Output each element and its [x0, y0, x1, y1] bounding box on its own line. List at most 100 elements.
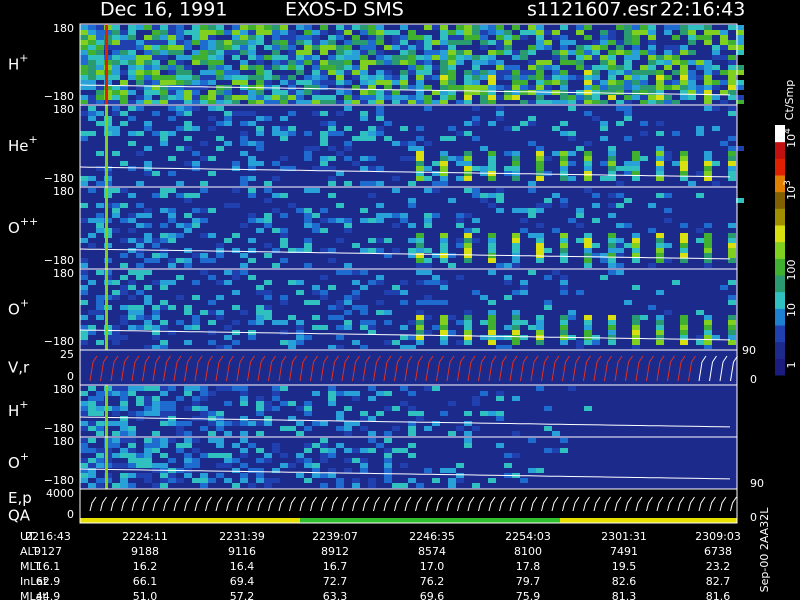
cell: [472, 90, 480, 95]
cell: [424, 263, 432, 268]
cell: [344, 90, 352, 95]
cell: [496, 391, 504, 396]
cell: [288, 60, 296, 65]
cell: [288, 315, 296, 320]
cell: [688, 90, 696, 95]
saw: [373, 355, 381, 382]
cell: [280, 238, 288, 243]
cell: [416, 335, 424, 340]
cell: [624, 25, 632, 30]
cell: [608, 161, 616, 166]
cell: [520, 35, 528, 40]
cell: [648, 25, 656, 30]
cell: [168, 478, 176, 483]
step: [215, 496, 223, 512]
cell: [376, 80, 384, 85]
cell: [360, 60, 368, 65]
colorbar-step: [775, 208, 785, 226]
cell: [184, 85, 192, 90]
cell: [144, 50, 152, 55]
cell: [80, 315, 88, 320]
saw: [677, 355, 686, 382]
cell: [192, 208, 200, 213]
cell: [232, 50, 240, 55]
cell: [352, 100, 360, 104]
cell: [560, 340, 568, 345]
cell: [168, 30, 176, 35]
cell: [528, 181, 536, 186]
cell: [440, 90, 448, 95]
cell: [184, 111, 192, 116]
cell: [640, 100, 648, 104]
cell: [512, 156, 520, 161]
cell: [256, 141, 264, 146]
cell: [256, 320, 264, 325]
cell: [184, 126, 192, 131]
cell: [96, 95, 104, 100]
cell: [528, 65, 536, 70]
cell: [264, 198, 272, 203]
cell: [384, 238, 392, 243]
cell: [680, 176, 688, 181]
cell: [656, 85, 664, 90]
cell: [208, 55, 216, 60]
step: [583, 496, 590, 512]
cell: [528, 30, 536, 35]
cell: [128, 65, 136, 70]
cell: [336, 345, 344, 349]
cell: [200, 80, 208, 85]
cell: [416, 340, 424, 345]
cell: [112, 65, 120, 70]
cell: [520, 478, 528, 483]
cell: [576, 50, 584, 55]
cell: [448, 35, 456, 40]
cell: [152, 60, 160, 65]
cell: [464, 70, 472, 75]
cell: [408, 30, 416, 35]
cell: [80, 258, 88, 263]
cell: [240, 310, 248, 315]
cell: [152, 238, 160, 243]
cell: [560, 166, 568, 171]
cell: [568, 131, 576, 136]
cell: [392, 426, 400, 431]
cell: [496, 208, 504, 213]
cell: [472, 228, 480, 233]
cell: [632, 40, 640, 45]
cell: [416, 70, 424, 75]
cell: [136, 290, 144, 295]
label-text: O: [8, 300, 20, 318]
cell: [256, 40, 264, 45]
cell: [520, 70, 528, 75]
saw: [289, 355, 297, 382]
cell: [680, 335, 688, 340]
cell: [696, 85, 704, 90]
cell: [184, 90, 192, 95]
cell: [656, 243, 664, 248]
step: [352, 496, 359, 512]
cell: [720, 70, 728, 75]
cell: [472, 116, 480, 121]
cell: [736, 80, 744, 85]
cell: [464, 35, 472, 40]
cell: [168, 85, 176, 90]
cell: [128, 325, 136, 330]
cell: [488, 70, 496, 75]
cell: [568, 40, 576, 45]
tick-base: 10: [785, 134, 798, 148]
cell: [248, 45, 256, 50]
cell: [416, 85, 424, 90]
cell: [640, 90, 648, 95]
cell: [304, 238, 312, 243]
cell: [80, 50, 88, 55]
cell: [192, 401, 200, 406]
cell: [328, 70, 336, 75]
cell: [80, 330, 88, 335]
cell: [712, 335, 720, 340]
cell: [168, 280, 176, 285]
cell: [120, 391, 128, 396]
cell: [216, 426, 224, 431]
cell: [184, 386, 192, 391]
step: [562, 496, 569, 512]
cell: [80, 340, 88, 345]
